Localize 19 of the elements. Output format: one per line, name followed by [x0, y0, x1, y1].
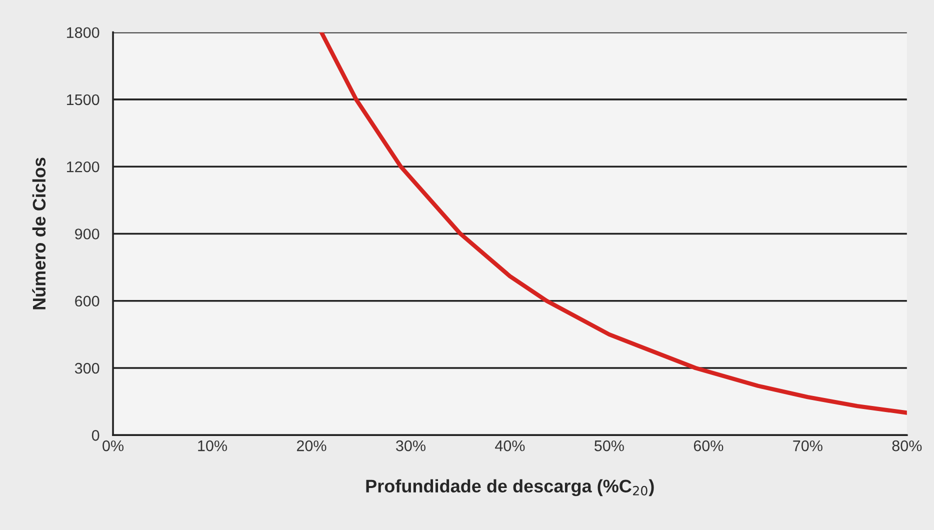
line-series — [319, 32, 907, 415]
y-axis-title: Número de Ciclos — [32, 158, 46, 310]
x-tick-label: 10% — [198, 440, 227, 452]
x-tick-label: 80% — [892, 440, 922, 452]
x-tick-label: 0% — [102, 440, 124, 452]
y-tick-label: 1200 — [67, 161, 100, 172]
x-tick-label: 20% — [296, 440, 326, 452]
y-tick-label: 1800 — [67, 27, 100, 38]
y-tick-label: 900 — [75, 228, 100, 240]
y-tick-label: 600 — [75, 296, 100, 307]
x-axis-title: Profundidade de descarga (%C$_{20}$) — [366, 479, 654, 496]
x-tick-label: 30% — [396, 440, 426, 452]
y-tick-label: 300 — [74, 362, 100, 374]
y-tick-label: 0 — [92, 430, 100, 441]
x-tick-label: 70% — [793, 440, 822, 452]
x-tick-label: 50% — [594, 440, 624, 452]
x-tick-label: 60% — [694, 440, 724, 452]
y-tick-label: 1500 — [67, 94, 100, 106]
x-tick-label: 40% — [495, 440, 525, 452]
